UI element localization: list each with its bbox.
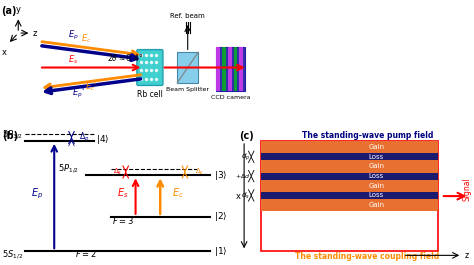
FancyBboxPatch shape bbox=[177, 52, 198, 83]
Text: The standing-wave coupling field: The standing-wave coupling field bbox=[295, 252, 439, 261]
FancyBboxPatch shape bbox=[234, 47, 237, 91]
Text: (c): (c) bbox=[239, 131, 254, 141]
Text: $E_c$': $E_c$' bbox=[85, 81, 97, 93]
Text: $E_c$: $E_c$ bbox=[81, 32, 91, 45]
Bar bbox=[261, 153, 438, 160]
Text: $\Delta_p$: $\Delta_p$ bbox=[79, 131, 90, 144]
Text: Ref. beam: Ref. beam bbox=[170, 13, 205, 19]
Text: The standing-wave pump field: The standing-wave pump field bbox=[301, 131, 433, 140]
Text: x: x bbox=[236, 192, 241, 201]
Text: Gain: Gain bbox=[368, 164, 384, 170]
Text: Loss: Loss bbox=[369, 173, 384, 179]
Text: $E_p$: $E_p$ bbox=[31, 187, 43, 201]
Text: $|1\rangle$: $|1\rangle$ bbox=[214, 245, 228, 258]
Text: $5P_{1/2}$: $5P_{1/2}$ bbox=[58, 162, 80, 175]
Bar bbox=[261, 160, 438, 173]
Text: $E_p$: $E_p$ bbox=[68, 29, 78, 42]
Text: $E_p$': $E_p$' bbox=[72, 86, 84, 100]
Bar bbox=[261, 199, 438, 211]
FancyBboxPatch shape bbox=[228, 47, 232, 91]
Text: z: z bbox=[33, 29, 37, 38]
Text: $5P_{3/2}$: $5P_{3/2}$ bbox=[2, 128, 23, 141]
Text: $|2\rangle$: $|2\rangle$ bbox=[214, 210, 228, 223]
Text: $5S_{1/2}$: $5S_{1/2}$ bbox=[1, 248, 23, 261]
Text: (a): (a) bbox=[1, 6, 17, 16]
FancyBboxPatch shape bbox=[239, 47, 243, 91]
Bar bbox=[261, 141, 438, 153]
Text: $E_s$: $E_s$ bbox=[68, 53, 78, 65]
Text: z: z bbox=[465, 251, 469, 260]
Text: y: y bbox=[16, 5, 21, 14]
Text: Signal: Signal bbox=[463, 177, 471, 201]
FancyBboxPatch shape bbox=[137, 50, 163, 85]
Text: Loss: Loss bbox=[369, 192, 384, 198]
Text: $\Delta_s$: $\Delta_s$ bbox=[113, 167, 123, 177]
Text: (b): (b) bbox=[2, 131, 18, 141]
Text: $+\Delta d$: $+\Delta d$ bbox=[235, 172, 250, 180]
FancyBboxPatch shape bbox=[222, 47, 226, 91]
Bar bbox=[261, 180, 438, 192]
Text: Beam Splitter: Beam Splitter bbox=[166, 87, 209, 92]
Bar bbox=[261, 192, 438, 199]
Text: Gain: Gain bbox=[368, 183, 384, 189]
Bar bbox=[261, 173, 438, 180]
Text: Loss: Loss bbox=[369, 154, 384, 160]
Text: Gain: Gain bbox=[368, 144, 384, 150]
Text: Gain: Gain bbox=[368, 202, 384, 208]
Text: $E_s$: $E_s$ bbox=[118, 186, 129, 200]
Text: $d_s$: $d_s$ bbox=[241, 190, 250, 201]
Text: x: x bbox=[2, 48, 7, 57]
Text: $|4\rangle$: $|4\rangle$ bbox=[96, 133, 109, 146]
Text: $F=2$: $F=2$ bbox=[75, 248, 97, 259]
Text: $|3\rangle$: $|3\rangle$ bbox=[214, 169, 228, 182]
Text: $E_c$: $E_c$ bbox=[172, 186, 183, 200]
Text: Rb cell: Rb cell bbox=[137, 90, 163, 99]
Text: $2\theta{\approx}0.4°$: $2\theta{\approx}0.4°$ bbox=[107, 52, 143, 63]
Text: $d_p$: $d_p$ bbox=[241, 151, 250, 162]
FancyBboxPatch shape bbox=[217, 47, 245, 91]
Text: $F=3$: $F=3$ bbox=[112, 215, 134, 226]
FancyBboxPatch shape bbox=[217, 47, 220, 91]
Text: CCD camera: CCD camera bbox=[211, 95, 250, 100]
Text: $\Delta_c$: $\Delta_c$ bbox=[195, 167, 204, 177]
